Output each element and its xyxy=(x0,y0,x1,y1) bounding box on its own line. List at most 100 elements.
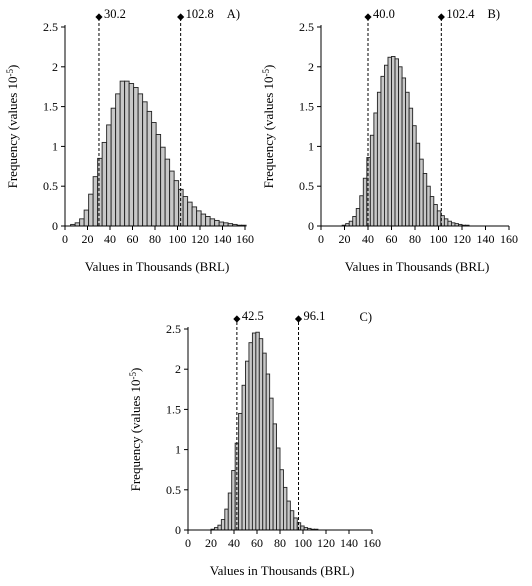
marker-diamond-icon xyxy=(233,315,241,323)
y-axis-title: Frequency (values 10-5) xyxy=(5,65,20,189)
x-tick-label: 160 xyxy=(363,536,381,550)
histogram-bar xyxy=(283,486,288,531)
histogram-bar xyxy=(205,215,211,227)
y-tick-label: 0 xyxy=(308,219,314,233)
histogram-bar xyxy=(300,525,305,531)
histogram-bar xyxy=(429,196,435,227)
x-tick-label: 20 xyxy=(82,232,94,246)
histogram-bar xyxy=(415,142,421,227)
histogram-bar xyxy=(276,447,281,531)
histogram-bar xyxy=(217,524,222,531)
y-tick-label: 0.5 xyxy=(166,483,181,497)
marker-label: 102.8 xyxy=(186,7,214,21)
x-tick-label: 40 xyxy=(228,536,240,550)
y-tick-label: 2 xyxy=(308,60,314,74)
x-tick-label: 160 xyxy=(236,232,254,246)
histogram-bar xyxy=(227,492,233,531)
histogram-bar xyxy=(419,158,424,227)
chart-panel-c: 0 0.5 1 1.5 2 2.5 0 20 40 60 80 100 120 140 160 42.5 96.… xyxy=(128,309,381,578)
histogram-bar xyxy=(238,412,243,531)
x-tick-label: 20 xyxy=(339,232,351,246)
histogram-bar xyxy=(160,146,166,227)
histogram-bar xyxy=(224,508,229,531)
histogram-bar xyxy=(200,213,207,227)
x-tick-label: 80 xyxy=(149,232,161,246)
histogram-bar xyxy=(369,134,375,227)
y-tick-label: 1.5 xyxy=(299,100,314,114)
x-tick-label: 0 xyxy=(318,232,324,246)
y-tick-label: 2.5 xyxy=(166,322,181,336)
histogram-bar xyxy=(191,206,198,227)
histogram-bar xyxy=(133,87,139,227)
y-axis-title: Frequency (values 10-5) xyxy=(128,368,143,492)
x-tick-label: 140 xyxy=(214,232,232,246)
y-tick-label: 2.5 xyxy=(43,20,58,34)
chart-panel-a: 0 0.5 1 1.5 2 2.5 0 20 40 60 80 100 120 140 160 30.2 102… xyxy=(5,7,254,274)
histogram-bar xyxy=(348,220,354,227)
histogram-bar xyxy=(79,218,85,227)
x-tick-label: 100 xyxy=(294,536,312,550)
histogram-bar xyxy=(443,218,449,227)
histogram-bar xyxy=(408,107,414,227)
histogram-bar xyxy=(187,201,193,227)
histogram-bar xyxy=(380,75,385,227)
x-tick-label: 120 xyxy=(191,232,209,246)
histogram-bar xyxy=(119,80,126,227)
histogram-bar xyxy=(359,195,364,227)
x-tick-label: 120 xyxy=(317,536,335,550)
panel-label: B) xyxy=(488,7,501,21)
x-axis-title: Values in Thousands (BRL) xyxy=(210,563,355,578)
y-tick-label: 0 xyxy=(52,219,58,233)
marker-label: 102.4 xyxy=(446,7,475,21)
histogram-bar xyxy=(269,397,274,531)
x-tick-label: 40 xyxy=(362,232,374,246)
histogram-bar xyxy=(366,157,371,227)
x-tick-label: 100 xyxy=(430,232,448,246)
histogram-bar xyxy=(164,158,171,227)
histogram-bar xyxy=(255,331,260,531)
x-tick-label: 60 xyxy=(386,232,398,246)
histogram-bar xyxy=(169,170,175,227)
y-tick-label: 1 xyxy=(175,443,181,457)
y-axis-title: Frequency (values 10-5) xyxy=(261,65,276,189)
y-tick-label: 0.5 xyxy=(43,179,58,193)
marker-label: 96.1 xyxy=(304,309,326,323)
y-tick-label: 2.5 xyxy=(299,20,314,34)
histogram-bar xyxy=(447,220,452,227)
marker-diamond-icon xyxy=(294,315,303,323)
histogram-bar xyxy=(405,91,410,227)
histogram-bar xyxy=(394,58,399,227)
y-tick-label: 1.5 xyxy=(166,402,181,416)
x-tick-label: 120 xyxy=(453,232,471,246)
x-tick-label: 60 xyxy=(251,536,263,550)
marker-label: 30.2 xyxy=(104,7,126,21)
y-tick-label: 1 xyxy=(52,139,58,153)
histogram-bar xyxy=(433,204,438,227)
histogram-bar xyxy=(110,107,117,227)
histogram-bar xyxy=(218,221,225,227)
histogram-bar xyxy=(412,125,417,227)
histogram-bar xyxy=(209,218,216,227)
histogram-bar xyxy=(436,210,442,227)
x-tick-label: 40 xyxy=(104,232,116,246)
histogram-bar xyxy=(391,56,396,227)
histogram-bar xyxy=(115,93,121,227)
histogram-bar xyxy=(234,442,240,531)
histogram-bar xyxy=(128,83,135,227)
histogram-bar xyxy=(398,66,403,227)
histogram-bar xyxy=(373,112,378,227)
x-tick-label: 160 xyxy=(500,232,518,246)
histogram-bar xyxy=(272,423,278,531)
y-tick-label: 0.5 xyxy=(299,179,314,193)
marker-label: 40.0 xyxy=(373,7,395,21)
histogram-bar xyxy=(251,332,257,531)
histogram-bar xyxy=(401,77,407,227)
marker-diamond-icon xyxy=(364,13,372,21)
x-tick-label: 0 xyxy=(62,232,68,246)
histogram-bar xyxy=(265,373,271,531)
histogram-bar xyxy=(83,209,90,227)
histogram-bar xyxy=(155,134,162,227)
histogram-bar xyxy=(124,80,130,227)
panel-label: A) xyxy=(227,7,240,21)
